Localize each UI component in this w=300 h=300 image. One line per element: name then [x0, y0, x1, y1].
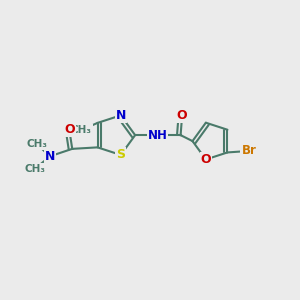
Text: CH₃: CH₃ [71, 125, 92, 135]
Text: N: N [116, 109, 126, 122]
Text: O: O [177, 109, 188, 122]
Text: O: O [200, 153, 211, 166]
Text: CH₃: CH₃ [25, 164, 46, 174]
Text: O: O [64, 123, 75, 136]
Text: CH₃: CH₃ [26, 139, 47, 149]
Text: Br: Br [242, 145, 256, 158]
Text: S: S [116, 148, 125, 161]
Text: NH: NH [148, 129, 167, 142]
Text: N: N [45, 150, 55, 163]
